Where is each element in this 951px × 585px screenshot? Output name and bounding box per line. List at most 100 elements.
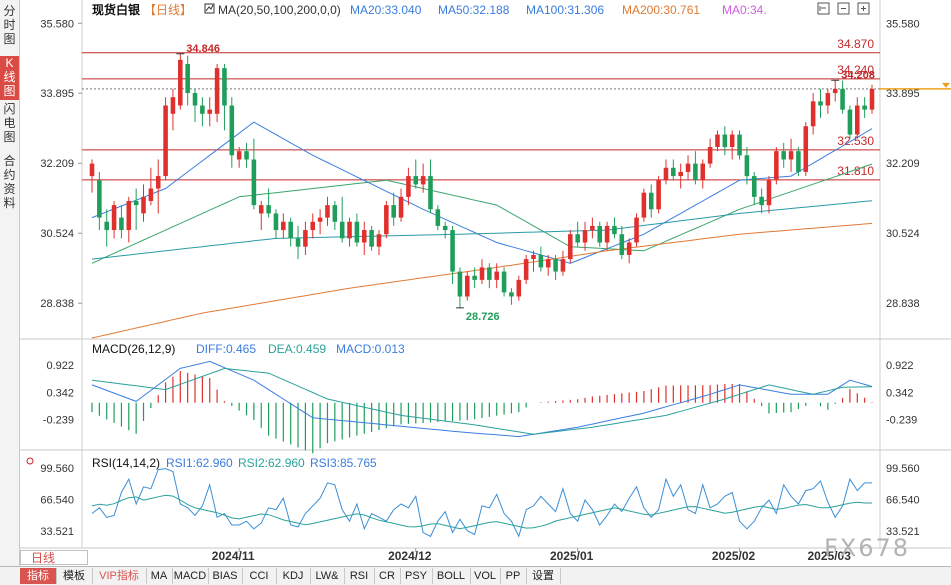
candle-body[interactable]: [847, 109, 853, 135]
bottom-tab-1[interactable]: 模板: [56, 568, 93, 584]
side-tab-3[interactable]: 合约资料: [3, 154, 16, 210]
candle-body[interactable]: [869, 88, 875, 110]
candle-body[interactable]: [251, 159, 257, 206]
candle-body[interactable]: [818, 101, 823, 106]
candle-body[interactable]: [450, 230, 455, 272]
candle-body[interactable]: [648, 192, 654, 210]
candle-body[interactable]: [487, 267, 492, 280]
bottom-tab-13[interactable]: VOL: [470, 568, 501, 584]
bottom-tab-12[interactable]: BOLL: [432, 568, 471, 584]
candle-body[interactable]: [568, 234, 573, 260]
candle-body[interactable]: [494, 271, 499, 280]
candle-body[interactable]: [582, 230, 588, 243]
candle-body[interactable]: [781, 151, 786, 160]
bottom-tab-10[interactable]: CR: [374, 568, 401, 584]
candle-body[interactable]: [398, 196, 404, 218]
candle-body[interactable]: [442, 225, 448, 231]
candle-body[interactable]: [163, 105, 168, 177]
candle-body[interactable]: [361, 230, 367, 243]
candle-body[interactable]: [236, 151, 242, 160]
candle-body[interactable]: [634, 217, 639, 243]
candle-body[interactable]: [641, 192, 647, 218]
candle-body[interactable]: [803, 126, 809, 172]
candle-body[interactable]: [170, 97, 176, 114]
candle-body[interactable]: [663, 167, 669, 181]
candle-body[interactable]: [104, 221, 109, 231]
candle-body[interactable]: [715, 134, 720, 148]
rsi-settings-icon[interactable]: [26, 457, 34, 465]
candle-body[interactable]: [501, 271, 507, 293]
candle-body[interactable]: [185, 63, 190, 94]
candle-body[interactable]: [604, 225, 610, 243]
bottom-tab-7[interactable]: KDJ: [276, 568, 311, 584]
candle-body[interactable]: [626, 242, 632, 255]
candle-body[interactable]: [229, 105, 235, 156]
candle-body[interactable]: [597, 225, 603, 243]
chart-area[interactable]: 35.580 35.580 33.895 33.895 32.209 32.209 30.5…: [20, 0, 951, 566]
bottom-tab-9[interactable]: RSI: [344, 568, 375, 584]
ma-settings-icon[interactable]: [204, 3, 215, 14]
candle-body[interactable]: [339, 221, 345, 239]
candle-body[interactable]: [619, 234, 625, 255]
candle-body[interactable]: [155, 176, 161, 189]
candle-body[interactable]: [97, 180, 102, 218]
candle-body[interactable]: [413, 176, 419, 185]
bottom-tab-15[interactable]: 设置: [526, 568, 561, 584]
candle-body[interactable]: [671, 167, 676, 177]
candle-body[interactable]: [369, 230, 374, 247]
candle-body[interactable]: [707, 147, 713, 164]
candle-body[interactable]: [325, 205, 330, 218]
bottom-tab-8[interactable]: LW&: [310, 568, 345, 584]
candle-body[interactable]: [722, 134, 728, 148]
candle-body[interactable]: [126, 200, 132, 231]
candle-body[interactable]: [612, 225, 617, 235]
candle-body[interactable]: [531, 254, 536, 260]
candle-body[interactable]: [266, 205, 271, 214]
bottom-tab-4[interactable]: MACD: [172, 568, 209, 584]
candle-body[interactable]: [656, 180, 661, 210]
bottom-tab-0[interactable]: 指标: [20, 568, 57, 584]
candle-body[interactable]: [465, 275, 470, 297]
candle-body[interactable]: [840, 88, 845, 110]
candle-body[interactable]: [258, 205, 264, 214]
candle-body[interactable]: [119, 217, 124, 231]
zoom-out-icon[interactable]: [837, 2, 850, 15]
candle-body[interactable]: [855, 105, 860, 135]
candle-body[interactable]: [435, 209, 441, 226]
period-selector[interactable]: 日线: [20, 550, 88, 565]
candle-body[interactable]: [590, 225, 595, 231]
candle-body[interactable]: [472, 275, 477, 280]
bottom-tab-3[interactable]: MA: [146, 568, 173, 584]
candle-body[interactable]: [281, 221, 286, 231]
candle-body[interactable]: [862, 105, 867, 110]
bottom-tab-14[interactable]: PP: [500, 568, 527, 584]
candle-body[interactable]: [766, 180, 772, 206]
bottom-tab-5[interactable]: BIAS: [208, 568, 243, 584]
candle-body[interactable]: [509, 292, 514, 297]
bottom-tab-6[interactable]: CCI: [242, 568, 277, 584]
candle-body[interactable]: [538, 254, 544, 268]
candle-body[interactable]: [148, 188, 154, 201]
candle-body[interactable]: [737, 134, 742, 156]
candle-body[interactable]: [825, 93, 831, 106]
candle-body[interactable]: [288, 221, 293, 239]
side-tab-0[interactable]: 分时图: [3, 4, 16, 46]
candle-body[interactable]: [200, 105, 205, 114]
candle-body[interactable]: [744, 155, 750, 177]
candle-body[interactable]: [523, 259, 529, 280]
candle-body[interactable]: [545, 259, 551, 268]
candle-body[interactable]: [685, 163, 691, 172]
candle-body[interactable]: [178, 59, 183, 106]
candle-body[interactable]: [560, 259, 566, 272]
candle-body[interactable]: [832, 88, 838, 94]
candle-body[interactable]: [553, 259, 558, 272]
candle-body[interactable]: [479, 267, 485, 280]
bottom-tab-2[interactable]: VIP指标: [92, 568, 147, 584]
candle-body[interactable]: [310, 221, 316, 231]
candle-body[interactable]: [575, 234, 580, 243]
candle-body[interactable]: [751, 176, 757, 197]
candle-body[interactable]: [420, 176, 426, 185]
candle-body[interactable]: [516, 279, 522, 297]
candle-body[interactable]: [207, 109, 213, 114]
grid-icon[interactable]: [817, 2, 830, 15]
